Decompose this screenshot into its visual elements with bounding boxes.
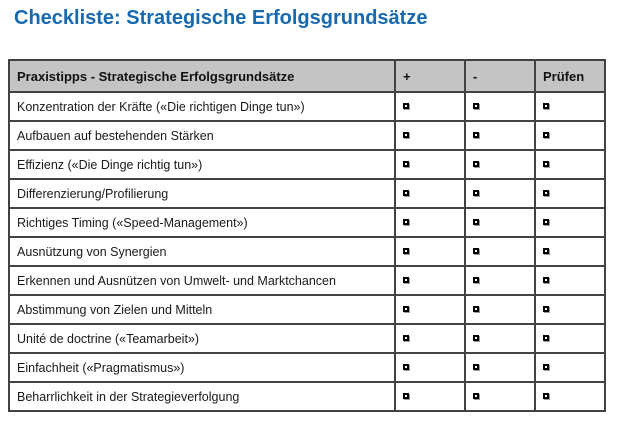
table-row: Erkennen und Ausnützen von Umwelt- und M… <box>8 265 606 296</box>
checkbox-icon[interactable] <box>473 248 479 255</box>
table-row: Ausnützung von Synergien <box>8 236 606 267</box>
row-label: Differenzierung/Profilierung <box>8 178 396 209</box>
checkbox-icon[interactable] <box>403 277 409 284</box>
cell-pruefen <box>534 207 606 238</box>
cell-pruefen <box>534 120 606 151</box>
table-row: Abstimmung von Zielen und Mitteln <box>8 294 606 325</box>
checkbox-icon[interactable] <box>403 161 409 168</box>
cell-minus <box>464 91 536 122</box>
checkbox-icon[interactable] <box>403 219 409 226</box>
checkbox-icon[interactable] <box>543 393 549 400</box>
checklist-table: Praxistipps - Strategische Erfolgsgrunds… <box>8 59 606 412</box>
checkbox-icon[interactable] <box>403 132 409 139</box>
cell-pruefen <box>534 381 606 412</box>
checkbox-icon[interactable] <box>403 306 409 313</box>
page-title: Checkliste: Strategische Erfolgsgrundsät… <box>14 7 428 29</box>
cell-pruefen <box>534 323 606 354</box>
cell-minus <box>464 149 536 180</box>
checkbox-icon[interactable] <box>473 219 479 226</box>
table-row: Konzentration der Kräfte («Die richtigen… <box>8 91 606 122</box>
cell-pruefen <box>534 91 606 122</box>
row-label: Konzentration der Kräfte («Die richtigen… <box>8 91 396 122</box>
cell-plus <box>394 207 466 238</box>
cell-pruefen <box>534 236 606 267</box>
checkbox-icon[interactable] <box>543 364 549 371</box>
cell-plus <box>394 352 466 383</box>
cell-pruefen <box>534 352 606 383</box>
column-header-pruefen: Prüfen <box>534 59 606 93</box>
cell-plus <box>394 178 466 209</box>
cell-minus <box>464 381 536 412</box>
cell-minus <box>464 120 536 151</box>
document-body: Checkliste: Strategische Erfolgsgrundsät… <box>8 7 606 412</box>
column-header-plus: + <box>394 59 466 93</box>
cell-plus <box>394 381 466 412</box>
table-row: Richtiges Timing («Speed-Management») <box>8 207 606 238</box>
row-label: Erkennen und Ausnützen von Umwelt- und M… <box>8 265 396 296</box>
row-label: Unité de doctrine («Teamarbeit») <box>8 323 396 354</box>
table-row: Beharrlichkeit in der Strategieverfolgun… <box>8 381 606 412</box>
column-header-praxistipps: Praxistipps - Strategische Erfolgsgrunds… <box>8 59 396 93</box>
row-label: Richtiges Timing («Speed-Management») <box>8 207 396 238</box>
cell-plus <box>394 294 466 325</box>
checkbox-icon[interactable] <box>403 248 409 255</box>
checkbox-icon[interactable] <box>403 190 409 197</box>
cell-minus <box>464 207 536 238</box>
checkbox-icon[interactable] <box>543 103 549 110</box>
cell-plus <box>394 91 466 122</box>
table-body: Konzentration der Kräfte («Die richtigen… <box>8 91 606 412</box>
checkbox-icon[interactable] <box>473 393 479 400</box>
cell-minus <box>464 323 536 354</box>
checkbox-icon[interactable] <box>473 364 479 371</box>
table-row: Aufbauen auf bestehenden Stärken <box>8 120 606 151</box>
checkbox-icon[interactable] <box>543 132 549 139</box>
table-header-row: Praxistipps - Strategische Erfolgsgrunds… <box>8 59 606 93</box>
cell-pruefen <box>534 178 606 209</box>
cell-minus <box>464 236 536 267</box>
cell-pruefen <box>534 149 606 180</box>
row-label: Ausnützung von Synergien <box>8 236 396 267</box>
cell-minus <box>464 265 536 296</box>
cell-minus <box>464 352 536 383</box>
checkbox-icon[interactable] <box>473 103 479 110</box>
checkbox-icon[interactable] <box>473 132 479 139</box>
checkbox-icon[interactable] <box>403 364 409 371</box>
table-row: Einfachheit («Pragmatismus») <box>8 352 606 383</box>
checkbox-icon[interactable] <box>473 306 479 313</box>
checkbox-icon[interactable] <box>543 219 549 226</box>
checkbox-icon[interactable] <box>403 393 409 400</box>
checkbox-icon[interactable] <box>543 248 549 255</box>
row-label: Aufbauen auf bestehenden Stärken <box>8 120 396 151</box>
row-label: Beharrlichkeit in der Strategieverfolgun… <box>8 381 396 412</box>
row-label: Einfachheit («Pragmatismus») <box>8 352 396 383</box>
cell-minus <box>464 294 536 325</box>
cell-plus <box>394 323 466 354</box>
checkbox-icon[interactable] <box>543 161 549 168</box>
cell-minus <box>464 178 536 209</box>
cell-plus <box>394 120 466 151</box>
checkbox-icon[interactable] <box>403 335 409 342</box>
cell-plus <box>394 236 466 267</box>
table-row: Effizienz («Die Dinge richtig tun») <box>8 149 606 180</box>
table-row: Differenzierung/Profilierung <box>8 178 606 209</box>
checkbox-icon[interactable] <box>473 190 479 197</box>
row-label: Abstimmung von Zielen und Mitteln <box>8 294 396 325</box>
checkbox-icon[interactable] <box>473 277 479 284</box>
column-header-minus: - <box>464 59 536 93</box>
cell-plus <box>394 149 466 180</box>
row-label: Effizienz («Die Dinge richtig tun») <box>8 149 396 180</box>
cell-plus <box>394 265 466 296</box>
checkbox-icon[interactable] <box>543 306 549 313</box>
checkbox-icon[interactable] <box>473 335 479 342</box>
checkbox-icon[interactable] <box>543 190 549 197</box>
checkbox-icon[interactable] <box>403 103 409 110</box>
cell-pruefen <box>534 265 606 296</box>
table-row: Unité de doctrine («Teamarbeit») <box>8 323 606 354</box>
checkbox-icon[interactable] <box>543 277 549 284</box>
checkbox-icon[interactable] <box>473 161 479 168</box>
checkbox-icon[interactable] <box>543 335 549 342</box>
cell-pruefen <box>534 294 606 325</box>
